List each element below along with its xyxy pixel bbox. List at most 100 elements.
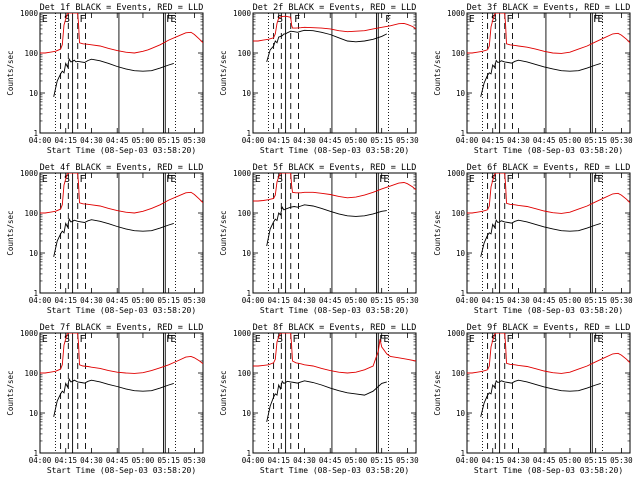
x-tick-label: 04:00 xyxy=(29,456,52,465)
y-tick-label: 1 xyxy=(460,129,465,138)
y-tick-label: 10 xyxy=(29,409,39,418)
x-tick-label: 04:30 xyxy=(507,296,530,305)
x-tick-label: 04:15 xyxy=(54,296,77,305)
flag-marker-S: S xyxy=(64,334,70,345)
x-tick-label: 05:15 xyxy=(584,136,607,145)
flag-marker-S: S xyxy=(277,14,283,25)
y-tick-label: 1000 xyxy=(20,169,39,178)
plot-frame xyxy=(39,172,204,294)
x-tick-label: 04:00 xyxy=(242,296,265,305)
series-line-events xyxy=(53,378,174,417)
flag-marker-F: F xyxy=(593,334,599,345)
series-line-events xyxy=(480,219,601,258)
x-tick-label: 04:45 xyxy=(319,296,342,305)
y-tick-label: 1000 xyxy=(20,9,39,18)
y-tick-label: 10 xyxy=(456,409,466,418)
x-tick-label: 04:30 xyxy=(293,456,316,465)
y-tick-label: 100 xyxy=(451,49,465,58)
flag-marker-F: F xyxy=(166,14,172,25)
series-line-lld xyxy=(467,173,630,214)
x-tick-label: 04:00 xyxy=(456,136,479,145)
y-axis-title: Counts/sec xyxy=(219,210,228,255)
series-line-events xyxy=(266,204,387,247)
flag-marker-E: E xyxy=(170,174,176,185)
x-tick-label: 05:30 xyxy=(610,296,633,305)
x-tick-label: 04:00 xyxy=(29,136,52,145)
x-tick-label: 04:45 xyxy=(533,456,556,465)
x-tick-label: 05:00 xyxy=(132,136,155,145)
x-tick-label: 04:45 xyxy=(319,136,342,145)
y-tick-label: 1000 xyxy=(447,329,466,338)
y-tick-label: 100 xyxy=(237,49,251,58)
y-tick-label: 100 xyxy=(237,209,251,218)
plot-frame xyxy=(466,172,631,294)
y-tick-label: 10 xyxy=(456,89,466,98)
x-tick-label: 05:30 xyxy=(183,136,206,145)
flag-marker-E: E xyxy=(469,334,475,345)
x-tick-label: 04:30 xyxy=(293,296,316,305)
y-tick-label: 1 xyxy=(246,289,251,298)
y-axis-title: Counts/sec xyxy=(219,50,228,95)
y-tick-label: 100 xyxy=(237,369,251,378)
x-tick-label: 04:15 xyxy=(267,296,290,305)
x-tick-label: 05:30 xyxy=(396,136,419,145)
y-tick-label: 1 xyxy=(460,449,465,458)
y-axis-title: Counts/sec xyxy=(6,210,15,255)
flag-marker-F: F xyxy=(385,14,391,25)
flag-marker-E: E xyxy=(597,334,603,345)
x-tick-label: 04:00 xyxy=(242,456,265,465)
x-tick-label: 05:00 xyxy=(559,296,582,305)
flag-marker-E: E xyxy=(255,334,261,345)
y-tick-label: 10 xyxy=(456,249,466,258)
y-tick-label: 100 xyxy=(24,49,38,58)
plot-frame xyxy=(39,332,204,454)
x-tick-label: 04:15 xyxy=(481,456,504,465)
flag-marker-F: F xyxy=(79,334,85,345)
chart-title: Det 6f BLACK = Events, RED = LLD xyxy=(467,163,631,173)
flag-marker-E: E xyxy=(383,174,389,185)
chart-title: Det 9f BLACK = Events, RED = LLD xyxy=(467,323,631,333)
y-tick-label: 1000 xyxy=(20,329,39,338)
x-tick-label: 04:00 xyxy=(242,136,265,145)
flag-marker-F: F xyxy=(506,14,512,25)
flag-marker-S: S xyxy=(64,14,70,25)
x-tick-label: 05:00 xyxy=(345,136,368,145)
series-line-lld xyxy=(253,173,416,202)
x-tick-label: 04:00 xyxy=(456,456,479,465)
x-tick-label: 05:30 xyxy=(183,296,206,305)
flag-marker-F: F xyxy=(593,174,599,185)
flag-marker-E: E xyxy=(255,174,261,185)
flag-marker-E: E xyxy=(42,334,48,345)
x-tick-label: 04:15 xyxy=(54,136,77,145)
x-tick-label: 04:15 xyxy=(267,456,290,465)
x-tick-label: 05:15 xyxy=(157,136,180,145)
y-tick-label: 10 xyxy=(29,89,39,98)
flag-marker-F: F xyxy=(379,334,385,345)
x-tick-label: 05:15 xyxy=(370,456,393,465)
x-tick-label: 05:15 xyxy=(584,456,607,465)
flag-marker-E: E xyxy=(170,14,176,25)
y-tick-label: 100 xyxy=(24,369,38,378)
series-line-events xyxy=(480,379,601,418)
flag-marker-S: S xyxy=(491,14,497,25)
x-tick-label: 04:15 xyxy=(54,456,77,465)
plot-frame xyxy=(39,12,204,134)
y-axis-title: Counts/sec xyxy=(433,50,442,95)
flag-marker-E: E xyxy=(383,334,389,345)
x-tick-label: 04:45 xyxy=(533,136,556,145)
flag-marker-F: F xyxy=(294,14,300,25)
series-line-events xyxy=(266,380,387,422)
flag-marker-E: E xyxy=(469,174,475,185)
y-tick-label: 1 xyxy=(246,449,251,458)
x-tick-label: 04:30 xyxy=(507,456,530,465)
x-axis-title: Start Time (08-Sep-03 03:58:20) xyxy=(260,306,409,315)
flag-marker-F: F xyxy=(506,174,512,185)
flag-marker-E: E xyxy=(42,174,48,185)
y-tick-label: 1 xyxy=(246,129,251,138)
